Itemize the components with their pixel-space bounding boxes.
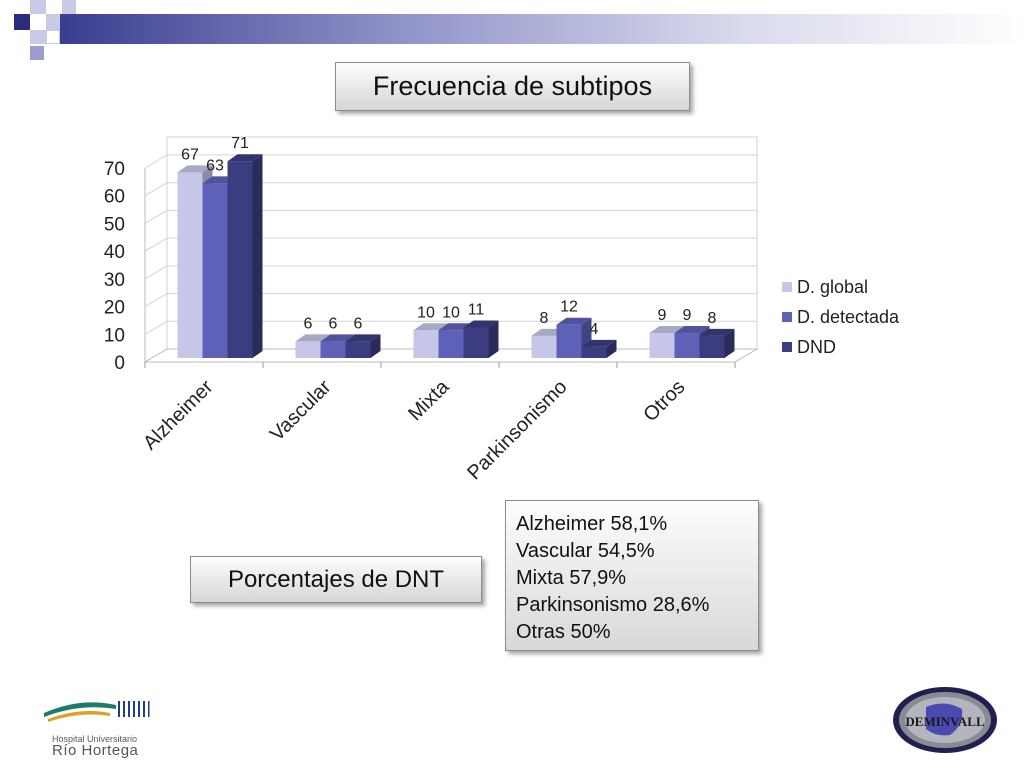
bar <box>699 335 725 358</box>
bar <box>463 327 489 358</box>
bar-top <box>320 334 356 342</box>
bar <box>674 333 700 358</box>
bar-top <box>177 165 213 173</box>
bar <box>177 172 203 358</box>
deco-square <box>14 14 30 30</box>
gridline-side <box>144 265 168 280</box>
data-label: 8 <box>708 310 717 327</box>
data-label: 12 <box>560 299 578 316</box>
gridline-side <box>144 320 168 335</box>
legend-label: DND <box>797 337 836 357</box>
percentages-box: Alzheimer 58,1% Vascular 54,5% Mixta 57,… <box>505 500 759 651</box>
gridline-side <box>144 209 168 224</box>
slide-title: Frecuencia de subtipos <box>335 62 690 111</box>
bar-top <box>345 334 381 342</box>
bar-top <box>649 326 685 334</box>
percentage-item: Vascular 54,5% <box>516 540 655 562</box>
data-label: 6 <box>304 315 313 332</box>
data-label: 9 <box>658 307 667 324</box>
bar-top <box>463 320 499 328</box>
bar-top <box>556 317 592 325</box>
gridline-side <box>144 182 168 197</box>
percentage-item: Alzheimer 58,1% <box>516 513 668 535</box>
bar <box>227 161 253 358</box>
bar <box>413 330 439 358</box>
percentage-item: Parkinsonismo 28,6% <box>516 594 710 616</box>
data-label: 9 <box>683 307 692 324</box>
bar <box>531 335 557 358</box>
deco-square <box>62 0 76 14</box>
hospital-line1: Hospital Universitario <box>52 734 138 744</box>
deco-square <box>30 0 46 14</box>
data-label: 10 <box>417 304 435 321</box>
y-tick-label: 60 <box>104 187 125 208</box>
data-label: 6 <box>354 315 363 332</box>
bar <box>649 333 675 358</box>
data-label: 71 <box>231 135 249 152</box>
gridline-side <box>144 237 168 252</box>
bar <box>438 330 464 358</box>
hospital-logo <box>44 701 150 722</box>
data-label: 63 <box>206 157 224 174</box>
y-tick-label: 50 <box>104 214 125 235</box>
bar <box>345 341 371 358</box>
x-tick-label: Parkinsonismo <box>463 376 571 484</box>
bar <box>202 183 228 358</box>
bar-side <box>724 328 735 358</box>
data-label: 10 <box>442 304 460 321</box>
gridline-side <box>144 293 168 308</box>
deminvall-logo-text: DEMINVALL <box>905 714 985 729</box>
data-label: 11 <box>468 302 485 319</box>
legend-swatch <box>782 282 792 292</box>
bar-top <box>699 328 735 336</box>
y-tick-label: 40 <box>104 242 125 263</box>
y-tick-label: 10 <box>104 325 125 346</box>
x-tick-label: Alzheimer <box>139 376 218 455</box>
bar <box>556 324 582 358</box>
chart-back-wall <box>166 136 758 350</box>
percentage-item: Otras 50% <box>516 621 611 643</box>
bar <box>295 341 321 358</box>
y-tick-label: 20 <box>104 298 125 319</box>
deminvall-logo: DEMINVALL <box>893 687 997 753</box>
deco-square <box>30 30 46 44</box>
bar-top <box>581 339 617 347</box>
data-label: 4 <box>590 321 599 338</box>
data-label: 67 <box>181 146 199 163</box>
legend-swatch <box>782 312 792 322</box>
bar-top <box>295 334 331 342</box>
bar-side <box>606 339 617 358</box>
y-tick-label: 0 <box>114 353 125 374</box>
bar-side <box>488 320 499 358</box>
data-label: 6 <box>329 315 338 332</box>
bar-top <box>413 323 449 331</box>
data-label: 8 <box>540 310 549 327</box>
x-tick-label: Otros <box>639 376 689 426</box>
legend-label: D. detectada <box>797 307 900 327</box>
bar-side <box>252 154 263 358</box>
legend-label: D. global <box>797 277 868 297</box>
x-tick-label: Mixta <box>404 375 454 425</box>
bar <box>581 346 607 358</box>
bar <box>320 341 346 358</box>
deco-square <box>46 14 60 30</box>
bar-side <box>370 334 381 358</box>
hospital-name: Hospital Universitario Río Hortega <box>52 733 139 759</box>
header-band <box>60 14 1024 44</box>
y-tick-label: 30 <box>104 270 125 291</box>
x-tick-label: Vascular <box>266 376 336 446</box>
gridline-side <box>144 154 168 169</box>
legend-swatch <box>782 342 792 352</box>
bar-top <box>674 326 710 334</box>
dnt-percentages-title: Porcentajes de DNT <box>190 556 482 603</box>
percentage-item: Mixta 57,9% <box>516 567 627 589</box>
deco-square <box>30 46 44 60</box>
y-tick-label: 70 <box>104 159 125 180</box>
deco-square <box>46 30 60 44</box>
hospital-line2: Río Hortega <box>52 742 139 759</box>
bar-top <box>227 154 263 162</box>
